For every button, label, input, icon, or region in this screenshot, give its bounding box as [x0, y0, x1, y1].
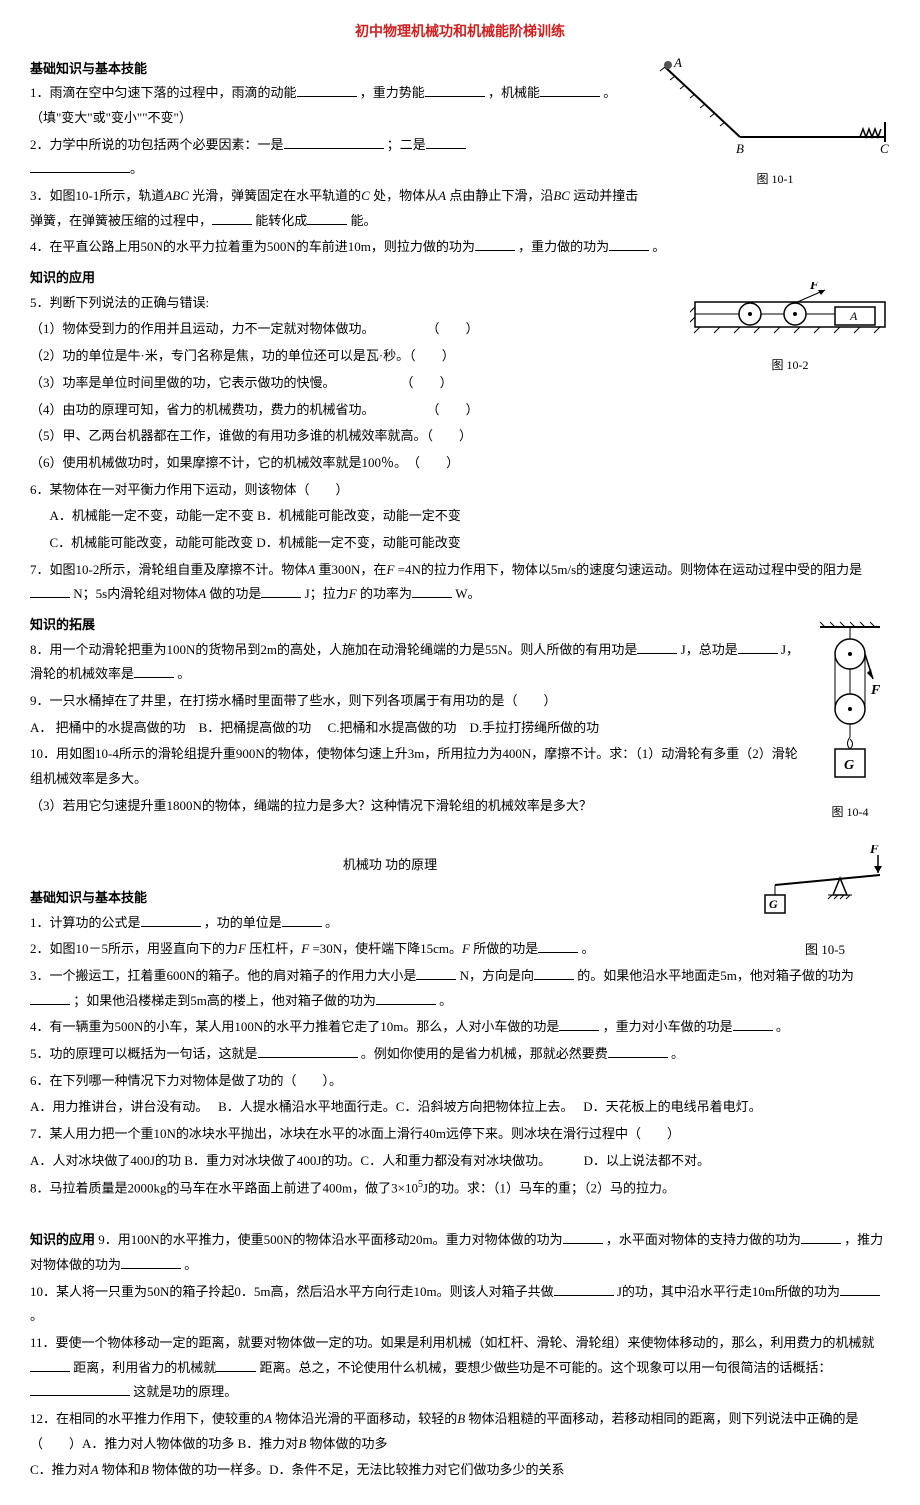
page-title: 初中物理机械功和机械能阶梯训练	[30, 20, 890, 47]
q5-4: （4）由功的原理可知，省力的机械费功，费力的机械省功。 （ ）	[30, 398, 890, 423]
q10: 10．用如图10-4所示的滑轮组提升重900N的物体，使物体匀速上升3m，所用拉…	[30, 742, 890, 791]
q6: 6．某物体在一对平衡力作用下运动，则该物体（ ）	[30, 478, 890, 503]
p5-q12: 12．在相同的水平推力作用下，使较重的A 物体沿光滑的平面移动，较轻的B 物体沿…	[30, 1407, 890, 1456]
p5-q12c: C．推力对A 物体和B 物体做的功一样多。D．条件不足，无法比较推力对它们做功多…	[30, 1458, 890, 1483]
figure-10-2: A F 图 10-2	[690, 282, 890, 377]
p4-q8: 8．马拉着质量是2000kg的马车在水平路面上前进了400m，做了3×105J的…	[30, 1175, 890, 1201]
svg-text:F: F	[809, 282, 819, 292]
svg-text:G: G	[844, 758, 854, 773]
svg-text:A: A	[673, 57, 682, 70]
p4-q7: 7．某人用力把一个重10N的冰块水平抛出，冰块在水平的冰面上滑行40m远停下来。…	[30, 1122, 890, 1147]
svg-text:F: F	[869, 845, 879, 856]
p5-q10: 10．某人将一只重为50N的箱子拎起0．5m高，然后沿水平方向行走10m。则该人…	[30, 1280, 890, 1329]
p4-q4: 4．有一辆重为500N的小车，某人用100N的水平力推着它走了10m。那么，人对…	[30, 1015, 890, 1040]
figure-10-5-wrap: G F 图 10-5	[760, 845, 890, 962]
figure-10-4-label: 图 10-4	[810, 801, 890, 824]
figure-10-1: A B C 图 10-1	[660, 57, 890, 192]
svg-text:G: G	[769, 897, 778, 911]
q3: 3．如图10-1所示，轨道ABC 光滑，弹簧固定在水平轨道的C 处，物体从A 点…	[30, 184, 890, 233]
p4-q7a: A．人对冰块做了400J的功 B．重力对冰块做了400J的功。C．人和重力都没有…	[30, 1149, 890, 1174]
figure-10-4: F G 图 10-4	[810, 619, 890, 824]
figure-10-5-label: 图 10-5	[760, 938, 890, 963]
figure-10-2-label: 图 10-2	[690, 354, 890, 377]
p4-q3: 3．一个搬运工，扛着重600N的箱子。他的肩对箱子的作用力大小是 N，方向是向 …	[30, 964, 890, 1013]
section-extend: 知识的拓展	[30, 613, 890, 638]
q6a: A．机械能一定不变，动能一定不变 B．机械能可能改变，动能一定不变	[30, 504, 890, 529]
figure-10-1-label: 图 10-1	[660, 168, 890, 191]
svg-text:C: C	[880, 141, 889, 156]
q7: 7．如图10-2所示，滑轮组自重及摩擦不计。物体A 重300N，在F =4N的拉…	[30, 558, 890, 607]
p4-q6a: A．用力推讲台，讲台没有动。 B．人提水桶沿水平地面行走。C．沿斜坡方向把物体拉…	[30, 1095, 890, 1120]
q4: 4．在平直公路上用50N的水平力拉着重为500N的车前进10m，则拉力做的功为 …	[30, 235, 890, 260]
q10-3: （3）若用它匀速提升重1800N的物体，绳端的拉力是多大？这种情况下滑轮组的机械…	[30, 794, 890, 819]
p4-q5: 5．功的原理可以概括为一句话，这就是 。例如你使用的是省力机械，那就必然要费 。	[30, 1042, 890, 1067]
q8: 8．用一个动滑轮把重为100N的货物吊到2m的高处，人施加在动滑轮绳端的力是55…	[30, 638, 890, 687]
p5-q9: 知识的应用 9．用100N的水平推力，使重500N的物体沿水平面移动20m。重力…	[30, 1228, 890, 1277]
q9: 9．一只水桶掉在了井里，在打捞水桶时里面带了些水，则下列各项属于有用功的是（ ）	[30, 689, 890, 714]
svg-text:B: B	[736, 141, 744, 156]
q9a: A． 把桶中的水提高做的功 B．把桶提高做的功 C.把桶和水提高做的功 D.手拉…	[30, 716, 890, 741]
p4-q6: 6．在下列哪一种情况下力对物体是做了功的（ ）。	[30, 1069, 890, 1094]
svg-text:A: A	[849, 309, 858, 323]
q5-5: （5）甲、乙两台机器都在工作，谁做的有用功多谁的机械效率就高。（ ）	[30, 424, 890, 449]
q6c: C．机械能可能改变，动能可能改变 D．机械能一定不变，动能可能改变	[30, 531, 890, 556]
p5-q11: 11．要使一个物体移动一定的距离，就要对物体做一定的功。如果是利用机械（如杠杆、…	[30, 1331, 890, 1405]
q5-6: （6）使用机械做功时，如果摩擦不计，它的机械效率就是100％。 （ ）	[30, 451, 890, 476]
svg-text:F: F	[870, 683, 881, 698]
